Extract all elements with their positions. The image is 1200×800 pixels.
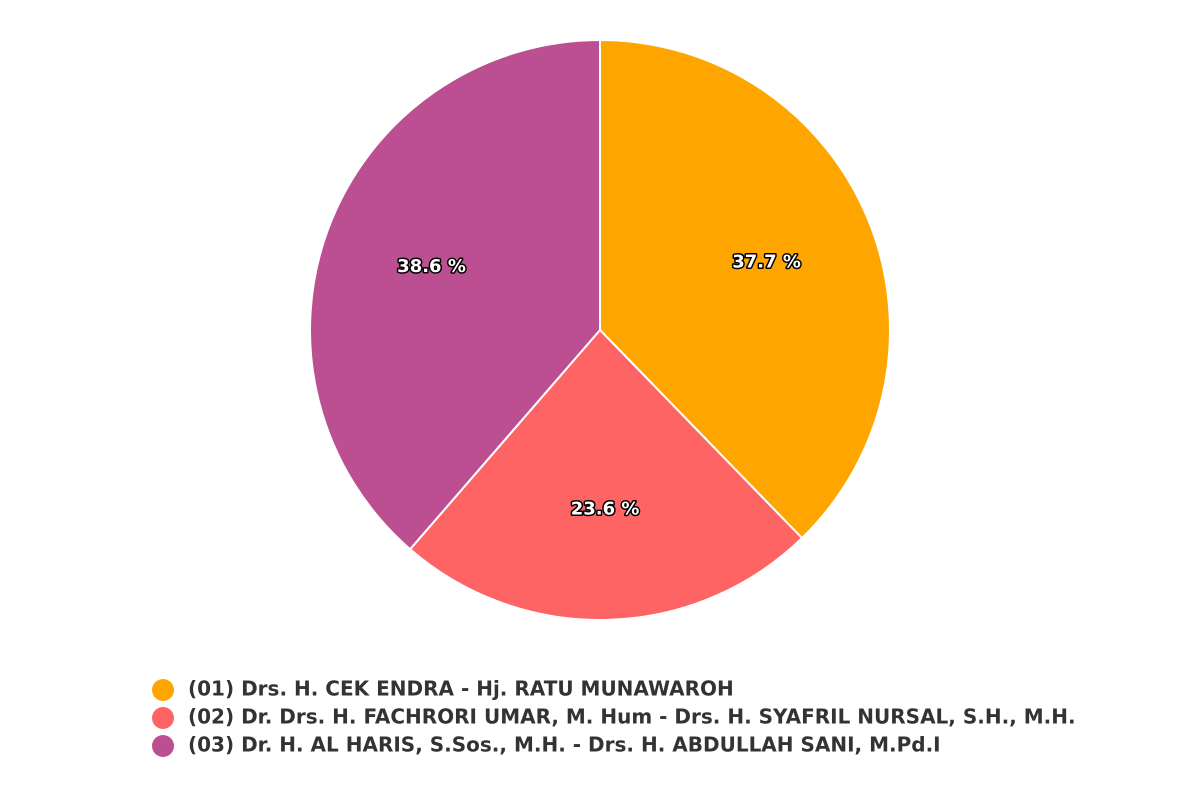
data-label: 23.6 % [571, 499, 640, 520]
data-label: 37.7 % [732, 251, 801, 272]
pie-slice [408, 328, 804, 621]
legend-marker [152, 735, 174, 757]
pie-slice [599, 38, 891, 540]
legend-label: (03) Dr. H. AL HARIS, S.Sos., M.H. - Drs… [188, 733, 941, 757]
legend-marker [152, 707, 174, 729]
legend-label: (02) Dr. Drs. H. FACHRORI UMAR, M. Hum -… [188, 705, 1076, 729]
data-label: 38.6 % [397, 256, 466, 277]
legend-marker [152, 679, 174, 701]
legend-label: (01) Drs. H. CEK ENDRA - Hj. RATU MUNAWA… [188, 677, 734, 701]
pie-slice [309, 38, 601, 551]
